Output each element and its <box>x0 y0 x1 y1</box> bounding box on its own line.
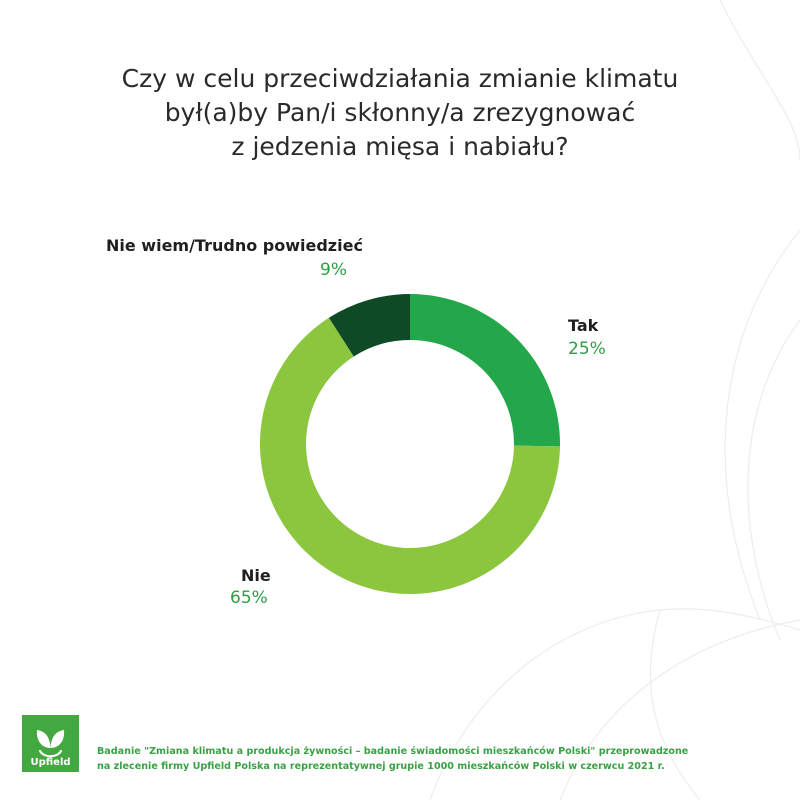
value-tak: 25% <box>568 339 606 359</box>
footnote-line-2: na zlecenie firmy Upfield Polska na repr… <box>97 761 665 772</box>
upfield-logo: Upfield <box>22 715 79 772</box>
slice-nie-wiem <box>328 294 410 357</box>
title-line-2: był(a)by Pan/i skłonny/a zrezygnować <box>164 98 636 127</box>
title-line-3: z jedzenia mięsa i nabiału? <box>231 132 569 161</box>
label-nie-wiem: Nie wiem/Trudno powiedzieć <box>106 236 363 255</box>
upfield-brand-name: Upfield <box>30 757 71 768</box>
chart-title: Czy w celu przeciwdziałania zmianie klim… <box>0 62 800 164</box>
slice-nie <box>260 317 560 594</box>
survey-footnote: Badanie "Zmiana klimatu a produkcja żywn… <box>97 744 787 774</box>
footnote-line-1: Badanie "Zmiana klimatu a produkcja żywn… <box>97 746 689 757</box>
value-nie: 65% <box>230 588 268 608</box>
upfield-leaf-icon <box>36 730 65 758</box>
title-line-1: Czy w celu przeciwdziałania zmianie klim… <box>121 64 679 93</box>
slice-tak <box>410 294 561 447</box>
value-nie-wiem: 9% <box>320 260 347 280</box>
label-nie: Nie <box>241 566 271 585</box>
label-tak: Tak <box>568 316 599 335</box>
